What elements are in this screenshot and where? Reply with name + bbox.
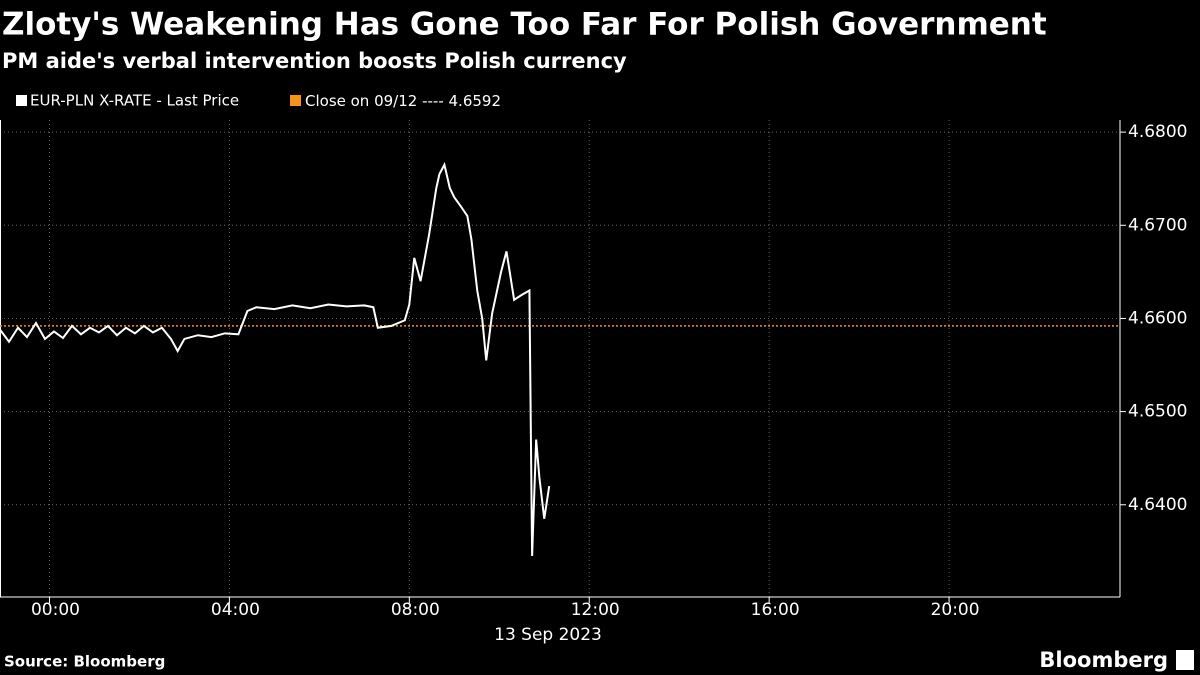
legend-value: 4.6592 xyxy=(449,92,502,110)
source: Source: Bloomberg xyxy=(4,653,165,671)
x-tick-label: 20:00 xyxy=(931,600,980,620)
chart-subtitle: PM aide's verbal intervention boosts Pol… xyxy=(2,49,627,73)
legend-swatch xyxy=(16,95,27,106)
y-tick-label: 4.6600 xyxy=(1128,308,1187,328)
legend-label: EUR-PLN X-RATE - Last Price xyxy=(30,92,239,110)
x-tick-label: 00:00 xyxy=(31,600,80,620)
y-tick-label: 4.6800 xyxy=(1128,122,1187,142)
chart-title: Zloty's Weakening Has Gone Too Far For P… xyxy=(2,7,1047,43)
brand: Bloomberg xyxy=(1039,648,1168,672)
y-tick-label: 4.6400 xyxy=(1128,495,1187,515)
y-tick-label: 4.6700 xyxy=(1128,215,1187,235)
legend-text: Close on 09/12 ---- xyxy=(305,92,444,110)
legend-label: Close on 09/12 ---- 4.6592 xyxy=(305,92,501,110)
x-axis-label: 13 Sep 2023 xyxy=(494,625,602,645)
brand-icon xyxy=(1176,650,1194,670)
legend: EUR-PLN X-RATE - Last Price Close on 09/… xyxy=(16,92,501,110)
legend-swatch xyxy=(290,95,301,106)
y-tick-label: 4.6500 xyxy=(1128,402,1187,422)
x-tick-label: 16:00 xyxy=(751,600,800,620)
x-tick-label: 12:00 xyxy=(571,600,620,620)
x-tick-label: 08:00 xyxy=(391,600,440,620)
x-tick-label: 04:00 xyxy=(211,600,260,620)
line-series xyxy=(0,161,551,557)
